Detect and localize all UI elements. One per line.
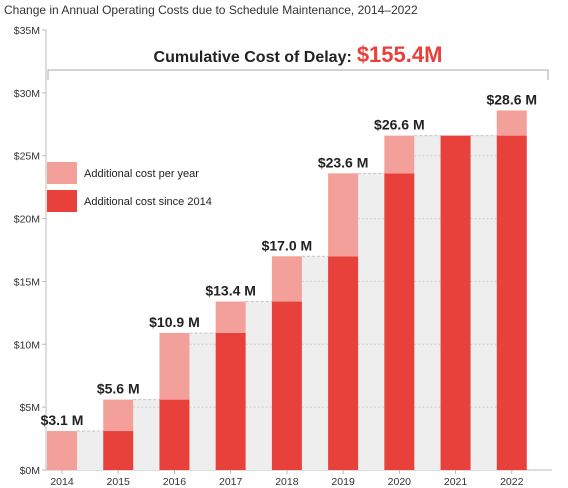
legend-swatch-per-year: [47, 162, 77, 184]
x-axis: 2014 2015 2016 2017 2018 2019 2020 2021 2022: [50, 470, 524, 488]
x-tick-label: 2017: [219, 476, 243, 488]
bar-value-label: $10.9 M: [149, 314, 200, 330]
x-tick-label: 2021: [444, 476, 468, 488]
gap-fill: [301, 256, 329, 470]
gap-fill: [189, 332, 216, 470]
bar-since-2014: [328, 256, 359, 470]
y-tick-label: $20M: [14, 214, 40, 226]
legend-swatch-since-2014: [47, 190, 77, 212]
bar-since-2014: [440, 135, 471, 470]
y-tick-label: $30M: [14, 88, 40, 100]
bar-value-label: $23.6 M: [318, 154, 369, 170]
bar-per-year: [328, 173, 359, 257]
legend-label-per-year: Additional cost per year: [84, 168, 199, 180]
bar-since-2014: [215, 332, 246, 470]
x-tick-label: 2019: [331, 476, 355, 488]
bar-since-2014: [496, 135, 527, 470]
x-tick-label: 2015: [107, 476, 131, 488]
bar-per-year: [47, 431, 77, 470]
x-tick-label: 2018: [275, 476, 299, 488]
bar-since-2014: [103, 431, 134, 470]
x-tick-label: 2020: [388, 476, 412, 488]
value-labels: $3.1 M $5.6 M $10.9 M $13.4 M $17.0 M $23.6 M…: [41, 91, 537, 428]
gap-fill: [133, 399, 160, 470]
bar-per-year: [271, 256, 302, 302]
bar-per-year: [384, 135, 415, 174]
x-tick-label: 2022: [500, 476, 524, 488]
bar-per-year: [215, 301, 246, 333]
chart-title: Change in Annual Operating Costs due to …: [4, 3, 418, 17]
y-tick-label: $25M: [14, 151, 40, 163]
bar-since-2014: [159, 399, 190, 470]
gap-fill: [245, 301, 272, 470]
cumulative-value: $155.4M: [357, 42, 443, 67]
bar-value-label: $13.4 M: [205, 283, 256, 299]
gap-fill: [414, 135, 441, 470]
gap-fill: [358, 173, 385, 471]
cumulative-text: Cumulative Cost of Delay: $155.4M: [154, 42, 443, 67]
gap-fills: [77, 135, 497, 471]
cumulative-bracket: [47, 69, 549, 80]
bar-value-label: $26.6 M: [374, 117, 425, 133]
x-tick-label: 2014: [50, 476, 74, 488]
bar-value-label: $3.1 M: [41, 412, 84, 428]
cumulative-annotation: Cumulative Cost of Delay: $155.4M: [47, 42, 549, 80]
gap-fill: [77, 431, 104, 470]
y-tick-label: $0M: [20, 465, 40, 477]
legend-label-since-2014: Additional cost since 2014: [84, 196, 212, 208]
legend: Additional cost per year Additional cost…: [47, 162, 212, 212]
y-tick-label: $35M: [14, 25, 40, 37]
bars: [47, 110, 527, 471]
gap-fill: [470, 135, 497, 470]
y-tick-label: $10M: [14, 339, 40, 351]
bar-per-year: [496, 110, 527, 136]
bar-per-year: [159, 332, 190, 400]
bar-since-2014: [384, 173, 415, 471]
bar-value-label: $28.6 M: [486, 91, 537, 107]
y-tick-label: $5M: [20, 402, 40, 414]
x-tick-label: 2016: [163, 476, 187, 488]
y-tick-label: $15M: [14, 276, 40, 288]
cumulative-label: Cumulative Cost of Delay:: [154, 49, 352, 66]
bar-since-2014: [271, 301, 302, 470]
bar-per-year: [103, 399, 134, 432]
bar-value-label: $5.6 M: [97, 381, 140, 397]
bar-value-label: $17.0 M: [262, 237, 313, 253]
